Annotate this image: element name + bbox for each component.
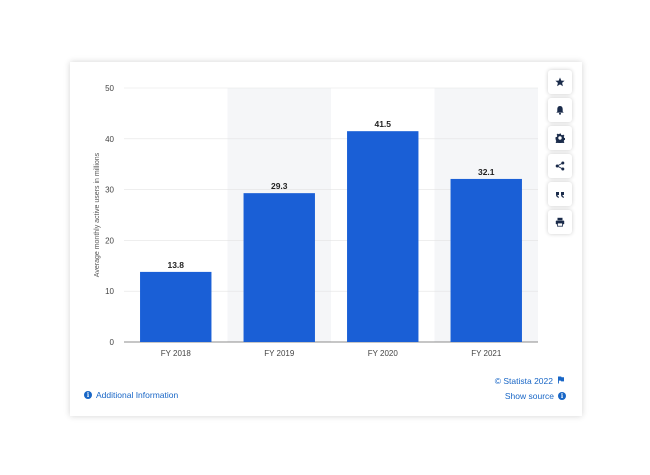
additional-information-label: Additional Information (96, 390, 179, 400)
bar-value-label: 41.5 (374, 119, 391, 129)
show-source-label: Show source (504, 391, 554, 401)
notification-button[interactable] (548, 98, 572, 122)
additional-information-link[interactable]: i Additional Information (84, 390, 178, 400)
print-icon (555, 217, 565, 227)
settings-button[interactable] (548, 126, 572, 150)
bar[interactable] (140, 271, 212, 342)
y-tick-label: 20 (105, 236, 114, 245)
bar[interactable] (347, 131, 419, 342)
share-button[interactable] (548, 154, 572, 178)
y-tick-label: 10 (105, 287, 114, 296)
bar-value-label: 32.1 (478, 167, 495, 177)
copyright-label: © Statista 2022 (494, 376, 553, 386)
bell-icon (556, 106, 564, 115)
y-tick-label: 0 (110, 338, 115, 347)
copyright-link[interactable]: © Statista 2022 (495, 376, 565, 386)
show-source-link[interactable]: Show source i (505, 391, 566, 401)
bar[interactable] (243, 193, 315, 342)
x-tick-label: FY 2018 (161, 349, 192, 358)
info-icon: i (558, 392, 566, 400)
quote-icon (556, 192, 564, 198)
gear-icon (555, 133, 565, 143)
cite-button[interactable] (548, 182, 572, 206)
chart-toolbar (548, 70, 572, 238)
bar[interactable] (450, 178, 522, 342)
x-tick-label: FY 2021 (471, 349, 502, 358)
bar-value-label: 13.8 (167, 260, 184, 270)
y-axis-title: Average monthly active users in millions (94, 152, 101, 277)
favorite-button[interactable] (548, 70, 572, 94)
y-tick-label: 50 (105, 84, 114, 93)
print-button[interactable] (548, 210, 572, 234)
share-icon (555, 161, 565, 171)
info-icon: i (84, 391, 92, 399)
x-tick-label: FY 2019 (264, 349, 295, 358)
x-tick-label: FY 2020 (368, 349, 399, 358)
y-tick-label: 40 (105, 135, 114, 144)
bar-value-label: 29.3 (271, 181, 288, 191)
flag-icon (557, 376, 565, 386)
y-tick-label: 30 (105, 186, 114, 195)
star-icon (555, 77, 565, 87)
